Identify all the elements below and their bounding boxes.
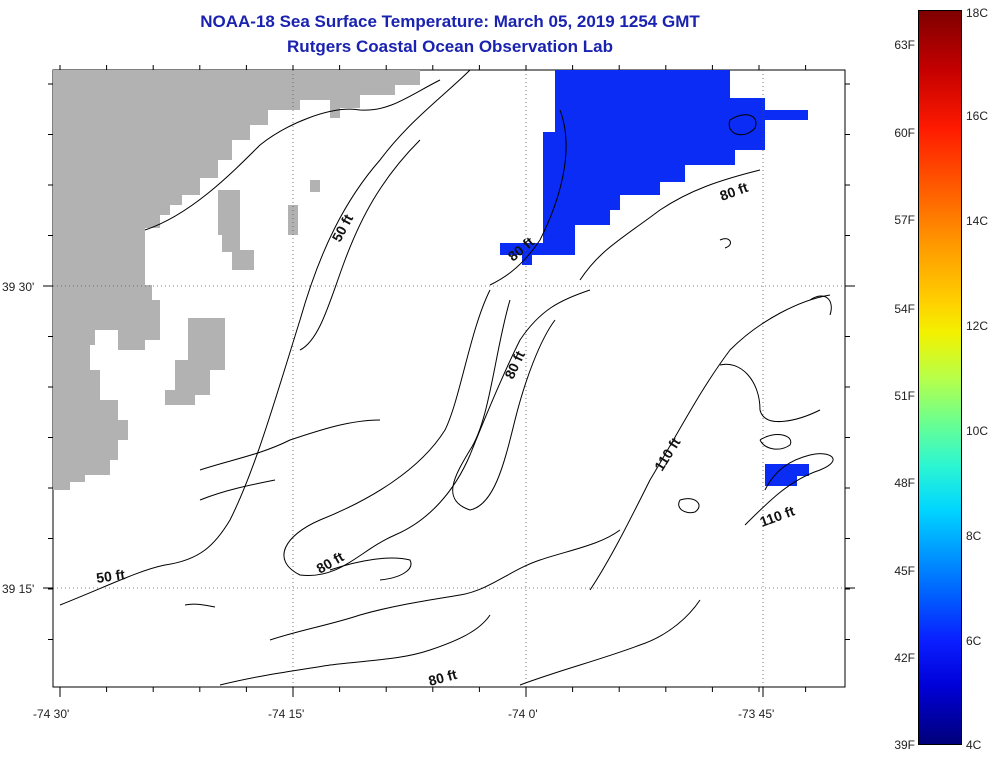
colorbar-c-label: 14C: [966, 214, 989, 228]
minor-ticks: [48, 65, 850, 692]
lat-label: 39 15': [2, 582, 34, 596]
sst-data-patch: [765, 464, 809, 476]
colorbar-c-label: 6C: [966, 634, 982, 648]
colorbar-c-label: 10C: [966, 424, 989, 438]
contour-label: 80 ft: [427, 666, 459, 689]
lon-label: -74 15': [268, 707, 304, 721]
land-patch: [165, 318, 225, 405]
colorbar-f-label: 60F: [894, 126, 915, 140]
land-patch: [56, 430, 66, 480]
colorbar-f-label: 54F: [894, 302, 915, 316]
colorbar-c-label: 12C: [966, 319, 989, 333]
map-subtitle: Rutgers Coastal Ocean Observation Lab: [287, 37, 613, 56]
colorbar-c-label: 16C: [966, 109, 989, 123]
contour-label: 50 ft: [95, 566, 126, 586]
temperature-colorbar: [918, 10, 962, 745]
map-title: NOAA-18 Sea Surface Temperature: March 0…: [200, 12, 700, 31]
colorbar-f-label: 63F: [894, 38, 915, 52]
colorbar-c-label: 4C: [966, 738, 982, 752]
land-patch: [310, 180, 320, 192]
sst-data-region: [500, 70, 808, 265]
land-mass: [53, 70, 332, 490]
colorbar-f-label: 51F: [894, 389, 915, 403]
colorbar-f-label: 45F: [894, 564, 915, 578]
land-patch: [288, 205, 298, 235]
lat-label: 39 30': [2, 280, 34, 294]
sst-data-patch: [765, 476, 797, 486]
colorbar-c-label: 8C: [966, 529, 982, 543]
colorbar-f-label: 57F: [894, 213, 915, 227]
colorbar-f-label: 39F: [894, 738, 915, 752]
lon-label: -74 0': [508, 707, 538, 721]
colorbar-f-label: 42F: [894, 651, 915, 665]
land-patch: [218, 190, 254, 270]
lon-label: -74 30': [33, 707, 69, 721]
colorbar-c-label: 18C: [966, 6, 989, 20]
lon-label: -73 45': [738, 707, 774, 721]
graticule: [53, 70, 845, 687]
land-patch: [330, 70, 420, 118]
depth-contours: [59, 69, 834, 686]
colorbar-f-label: 48F: [894, 476, 915, 490]
